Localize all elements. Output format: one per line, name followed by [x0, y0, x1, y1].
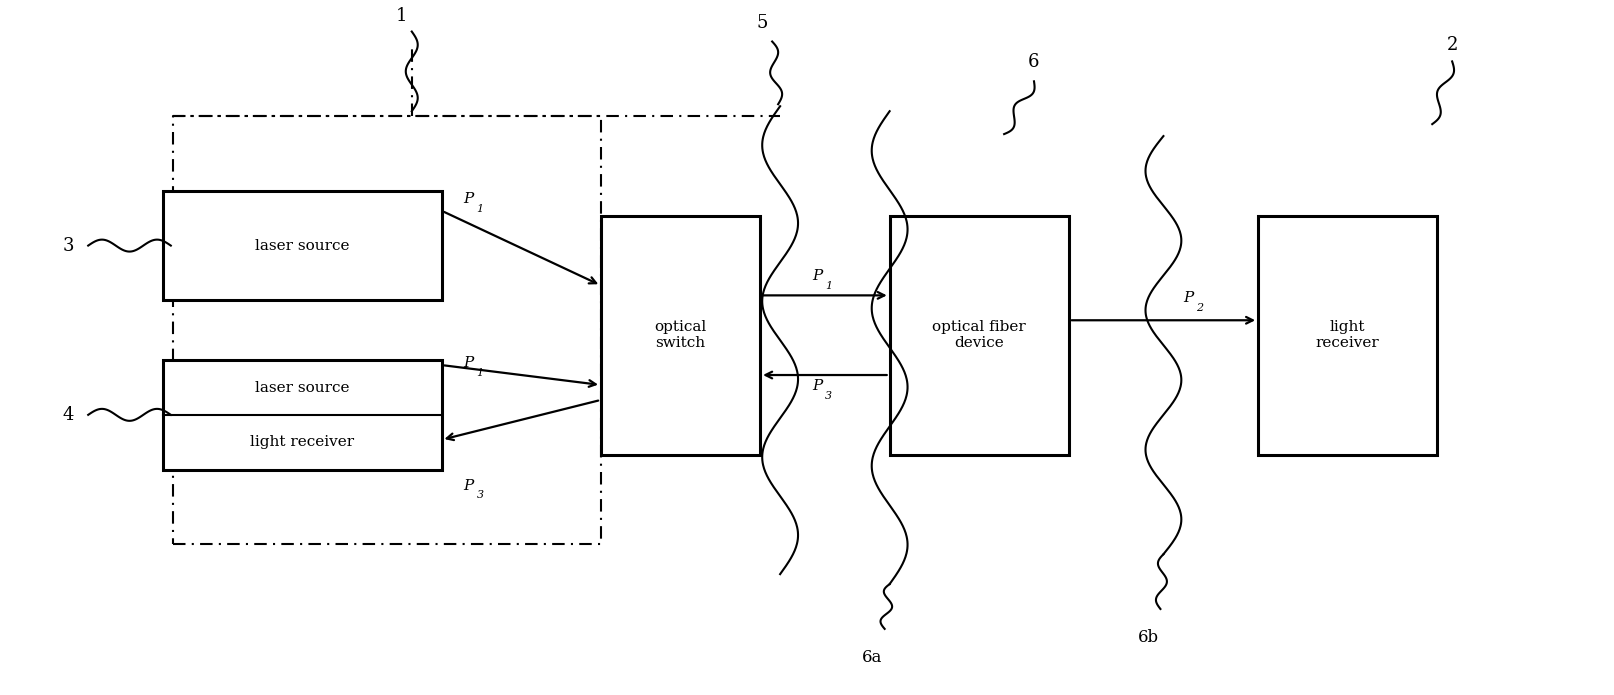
Text: 1: 1 [825, 281, 831, 291]
Text: 5: 5 [755, 13, 767, 31]
Text: 1: 1 [476, 368, 483, 378]
Text: optical
switch: optical switch [654, 320, 707, 350]
Text: light
receiver: light receiver [1315, 320, 1378, 350]
Bar [163, 360, 441, 470]
Text: 6: 6 [1028, 54, 1039, 72]
Text: P: P [812, 270, 822, 284]
Text: P: P [463, 192, 473, 206]
Text: P: P [463, 356, 473, 370]
Text: P: P [812, 379, 822, 393]
Text: 3: 3 [476, 491, 483, 500]
Text: laser source: laser source [255, 381, 349, 395]
Bar [1257, 215, 1436, 455]
Text: 1: 1 [476, 204, 483, 214]
Bar [163, 191, 441, 300]
Text: 3: 3 [825, 391, 831, 401]
Text: 2: 2 [1446, 36, 1457, 54]
Text: laser source: laser source [255, 238, 349, 252]
Bar [600, 215, 760, 455]
Text: 3: 3 [63, 236, 74, 254]
Text: P: P [463, 478, 473, 493]
Text: 4: 4 [63, 406, 74, 424]
Text: 6b: 6b [1138, 629, 1159, 646]
Bar [889, 215, 1068, 455]
Text: light receiver: light receiver [250, 435, 353, 449]
Text: optical fiber
device: optical fiber device [931, 320, 1025, 350]
Text: 6a: 6a [860, 649, 881, 666]
Text: P: P [1183, 291, 1193, 305]
Text: 2: 2 [1196, 303, 1202, 313]
Text: 1: 1 [395, 6, 407, 24]
